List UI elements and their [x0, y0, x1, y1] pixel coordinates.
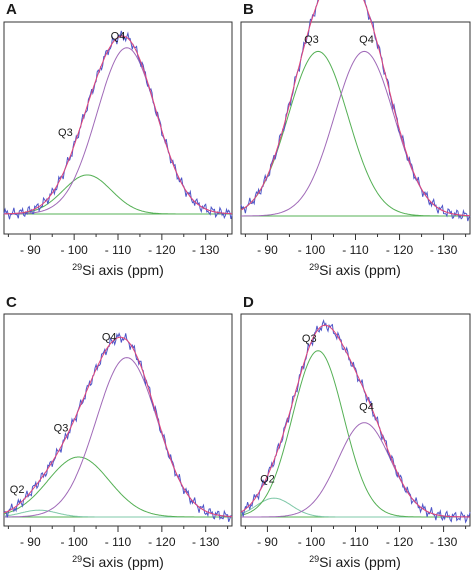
- peak-label-q4: Q4: [111, 30, 126, 42]
- x-tick-label: - 100: [298, 535, 326, 549]
- peak-label-q4: Q4: [102, 331, 117, 343]
- panel-letter-d: D: [243, 294, 254, 311]
- panel-a-x-axis-label: 29Si axis (ppm): [72, 262, 164, 278]
- component-q4-curve: [241, 50, 471, 217]
- panel-c-peak-labels: Q4 Q3 Q2: [10, 331, 117, 496]
- x-tick-label: - 120: [386, 535, 414, 549]
- total-fit-curve: [3, 35, 233, 215]
- panel-a-peak-labels: Q4 Q3: [58, 30, 125, 139]
- panel-letter-c: C: [6, 294, 17, 311]
- panel-b-curves: [240, 0, 471, 222]
- total-fit-curve: [240, 0, 471, 217]
- panel-d-frame: [240, 313, 471, 527]
- x-tick-label: - 120: [386, 243, 414, 257]
- panel-b: B - 90 - 100 - 110 - 120 - 130 Q3 Q4 29Si axi…: [240, 0, 471, 278]
- component-q4-curve: [4, 357, 233, 518]
- experimental-spectrum: [240, 0, 471, 222]
- panel-d-axis: - 90 - 100 - 110 - 120 - 130: [244, 526, 467, 549]
- x-tick-label: - 100: [60, 535, 88, 549]
- experimental-spectrum: [3, 332, 233, 522]
- peak-label-q4: Q4: [359, 34, 374, 46]
- panel-a-curves: [3, 30, 233, 220]
- x-tick-label: - 120: [148, 243, 176, 257]
- x-tick-label: - 120: [148, 535, 176, 549]
- panel-c-x-axis-label: 29Si axis (ppm): [72, 554, 164, 570]
- component-q2-curve: [3, 509, 232, 518]
- panel-d: D - 90 - 100 - 110 - 120 - 130 Q3 Q4 Q2 29Si a…: [240, 294, 471, 570]
- experimental-spectrum: [3, 30, 233, 220]
- peak-label-q3: Q3: [58, 127, 73, 139]
- x-tick-label: - 130: [192, 243, 220, 257]
- panel-d-x-axis-label: 29Si axis (ppm): [309, 554, 401, 570]
- component-q3-curve: [4, 174, 232, 215]
- x-tick-label: - 90: [20, 535, 41, 549]
- total-fit-curve: [3, 336, 233, 518]
- x-tick-label: - 90: [257, 535, 278, 549]
- total-fit-curve: [240, 324, 470, 518]
- component-q3-curve: [3, 456, 232, 518]
- panel-letter-b: B: [243, 1, 254, 18]
- panel-d-peak-labels: Q3 Q4 Q2: [260, 333, 374, 486]
- panel-b-axis: - 90 - 100 - 110 - 120 - 130: [244, 234, 467, 257]
- panel-c-curves: [3, 332, 233, 522]
- panel-c-axis: - 90 - 100 - 110 - 120 - 130: [7, 526, 229, 549]
- peak-label-q3: Q3: [54, 422, 69, 434]
- x-tick-label: - 100: [298, 243, 326, 257]
- peak-label-q3: Q3: [302, 333, 317, 345]
- experimental-spectrum: [240, 319, 471, 524]
- panel-c-frame: [3, 313, 233, 527]
- x-tick-label: - 90: [257, 243, 278, 257]
- x-tick-label: - 100: [60, 243, 88, 257]
- panel-a: A - 90 - 100 - 110 - 120 - 130 Q4 Q3 29Si axi…: [3, 1, 233, 278]
- component-q4-curve: [241, 422, 470, 518]
- component-q3-curve: [240, 350, 470, 518]
- x-tick-label: - 110: [342, 535, 369, 549]
- panel-d-curves: [240, 319, 471, 524]
- x-tick-label: - 110: [105, 535, 132, 549]
- component-q3-curve: [240, 50, 470, 217]
- x-tick-label: - 110: [105, 243, 132, 257]
- x-tick-label: - 110: [342, 243, 369, 257]
- x-tick-label: - 130: [430, 535, 458, 549]
- panel-b-peak-labels: Q3 Q4: [304, 34, 374, 46]
- x-tick-label: - 130: [192, 535, 220, 549]
- panel-letter-a: A: [6, 1, 17, 18]
- x-tick-label: - 130: [430, 243, 458, 257]
- panel-c: C - 90 - 100 - 110 - 120 - 130 Q4 Q3 Q2 29Si a…: [3, 294, 233, 570]
- panel-b-frame: [240, 21, 471, 235]
- peak-label-q4: Q4: [359, 402, 374, 414]
- panel-a-axis: - 90 - 100 - 110 - 120 - 130: [7, 234, 229, 257]
- peak-label-q2: Q2: [10, 484, 25, 496]
- x-tick-label: - 90: [20, 243, 41, 257]
- panel-b-x-axis-label: 29Si axis (ppm): [309, 262, 401, 278]
- peak-label-q3: Q3: [304, 34, 319, 46]
- peak-label-q2: Q2: [260, 474, 275, 486]
- component-q4-curve: [4, 47, 233, 215]
